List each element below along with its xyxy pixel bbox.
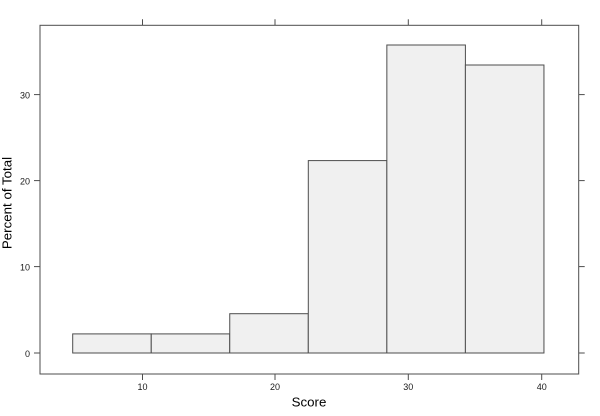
svg-text:40: 40 [537, 382, 547, 392]
svg-text:30: 30 [403, 382, 413, 392]
svg-text:20: 20 [20, 177, 30, 187]
svg-text:10: 10 [20, 263, 30, 273]
svg-text:Percent of Total: Percent of Total [0, 157, 15, 249]
svg-text:0: 0 [25, 349, 30, 359]
svg-text:10: 10 [137, 382, 147, 392]
svg-text:Score: Score [292, 395, 327, 410]
svg-text:30: 30 [20, 91, 30, 101]
svg-text:20: 20 [270, 382, 280, 392]
